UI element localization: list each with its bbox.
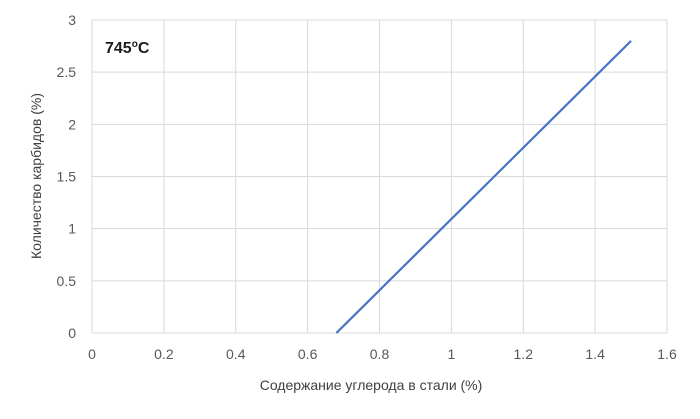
annotation-unit: C — [138, 40, 150, 57]
y-tick-label: 0 — [68, 325, 76, 341]
x-tick-label: 1.4 — [585, 346, 605, 362]
y-tick-label: 3 — [68, 12, 76, 28]
x-axis-title: Содержание углерода в стали (%) — [260, 377, 483, 393]
grid — [91, 19, 668, 334]
x-tick-label: 1.6 — [657, 346, 677, 362]
y-axis-ticks: 0 0.5 1 1.5 2 2.5 3 — [57, 12, 77, 341]
x-tick-label: 1.2 — [514, 346, 534, 362]
annotation-value: 745 — [105, 40, 132, 57]
y-tick-label: 2.5 — [57, 64, 77, 80]
x-axis-ticks: 0 0.2 0.4 0.6 0.8 1 1.2 1.4 1.6 — [88, 346, 677, 362]
x-tick-label: 0.6 — [298, 346, 318, 362]
annotation-degree: o — [132, 39, 138, 50]
x-tick-label: 0.8 — [370, 346, 390, 362]
y-axis-title: Количество карбидов (%) — [28, 93, 44, 259]
temperature-annotation: 745oC — [105, 39, 150, 57]
x-tick-label: 0 — [88, 346, 96, 362]
series-line — [335, 40, 632, 334]
x-tick-label: 1 — [447, 346, 455, 362]
y-tick-label: 1.5 — [57, 169, 77, 185]
x-tick-label: 0.4 — [226, 346, 246, 362]
y-tick-label: 0.5 — [57, 273, 77, 289]
x-tick-label: 0.2 — [154, 346, 174, 362]
y-tick-label: 2 — [68, 116, 76, 132]
series-layer — [335, 40, 632, 334]
y-tick-label: 1 — [68, 221, 76, 237]
